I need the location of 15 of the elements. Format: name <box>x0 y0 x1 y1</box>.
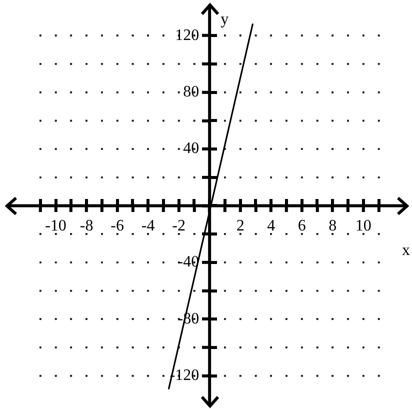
y-tick-label: 40 <box>183 140 200 158</box>
x-axis-title: x <box>402 242 410 259</box>
x-tick-label: -8 <box>80 218 94 235</box>
x-tick-label: 4 <box>267 218 276 235</box>
x-tick-label: -10 <box>45 218 66 235</box>
y-tick-label: 80 <box>183 84 200 101</box>
x-tick-label: 6 <box>298 218 306 235</box>
y-axis-title: y <box>220 11 229 28</box>
x-tick-label: 10 <box>355 218 372 235</box>
x-tick-label: 2 <box>236 218 244 235</box>
x-tick-label: 8 <box>328 218 337 235</box>
y-tick-label: 120 <box>175 26 200 44</box>
x-tick-label: -4 <box>141 218 155 235</box>
x-tick-label: -2 <box>172 218 186 235</box>
x-tick-label: -6 <box>110 218 124 235</box>
